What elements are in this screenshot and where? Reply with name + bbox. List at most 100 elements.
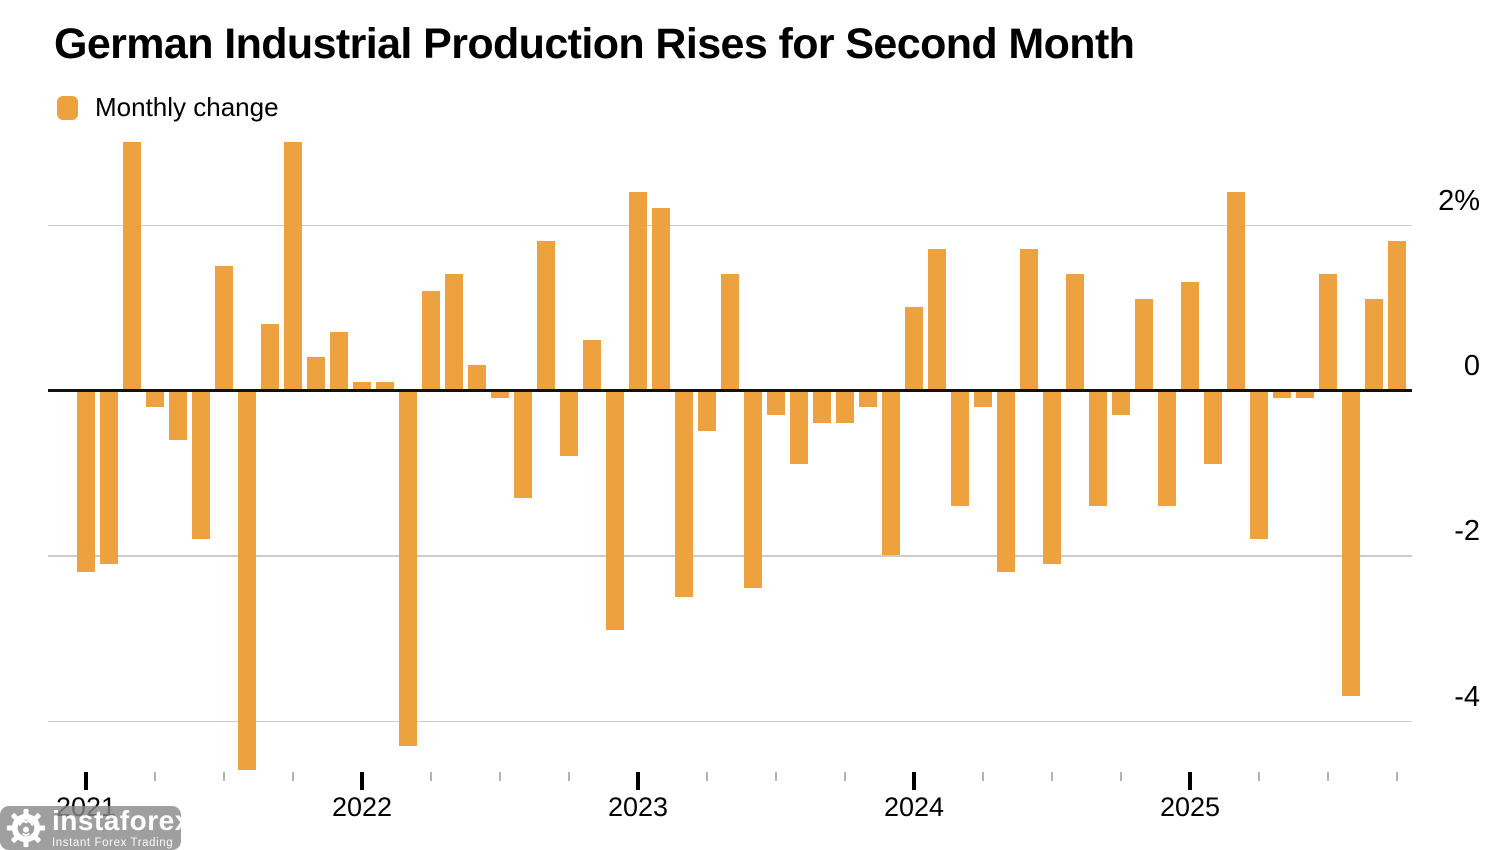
bar-2021-6: [192, 390, 210, 539]
x-tick-quarter: [844, 772, 846, 781]
gear-bull-icon: [6, 808, 46, 848]
bar-2021-7: [215, 265, 233, 390]
gridline-2: [48, 224, 1412, 227]
bar-2024-5: [997, 390, 1015, 572]
x-tick-quarter: [982, 772, 984, 781]
y-axis-label: 2%: [1438, 184, 1480, 217]
x-tick-quarter: [1258, 772, 1260, 781]
bar-2025-3: [1227, 191, 1245, 390]
bar-2021-10: [284, 141, 302, 390]
bar-2022-9: [537, 241, 555, 390]
x-axis-year-label: 2023: [607, 792, 669, 822]
bar-2022-3: [399, 390, 417, 746]
bar-2021-4: [146, 390, 164, 407]
x-tick-quarter: [706, 772, 708, 781]
y-axis-label: 0: [1463, 350, 1480, 382]
bar-2024-2: [928, 249, 946, 390]
bar-2024-8: [1066, 274, 1084, 390]
legend-label: Monthly change: [95, 92, 279, 122]
bar-2025-5: [1273, 390, 1291, 399]
bar-2021-3: [123, 141, 141, 390]
x-tick-year-2021: [84, 772, 88, 790]
bar-2025-8: [1342, 390, 1360, 696]
bar-2025-7: [1319, 274, 1337, 390]
bar-2022-11: [583, 340, 601, 390]
bar-2022-7: [491, 390, 509, 399]
bar-2024-9: [1089, 390, 1107, 506]
bar-2023-3: [675, 390, 693, 597]
y-axis-label: -4: [1454, 680, 1480, 713]
bar-2024-4: [974, 390, 992, 407]
bar-2023-7: [767, 390, 785, 415]
bar-2024-3: [951, 390, 969, 506]
x-tick-year-2024: [912, 772, 916, 790]
bar-2024-1: [905, 307, 923, 390]
bar-2021-11: [307, 356, 325, 390]
bar-2021-9: [261, 323, 279, 390]
bar-2022-5: [445, 274, 463, 390]
x-tick-quarter: [223, 772, 225, 781]
x-tick-quarter: [775, 772, 777, 781]
x-tick-year-2025: [1188, 772, 1192, 790]
x-tick-quarter: [430, 772, 432, 781]
bar-2022-6: [468, 365, 486, 390]
x-tick-quarter: [1051, 772, 1053, 781]
x-tick-quarter: [1327, 772, 1329, 781]
bar-2024-7: [1043, 390, 1061, 564]
bar-2025-9: [1365, 299, 1383, 390]
x-axis-year-label: 2022: [331, 792, 393, 822]
bar-2022-1: [353, 381, 371, 390]
bar-2022-12: [606, 390, 624, 630]
x-tick-year-2023: [636, 772, 640, 790]
bar-2021-1: [77, 390, 95, 572]
bar-2021-2: [100, 390, 118, 564]
x-axis-year-label: 2025: [1159, 792, 1221, 822]
bar-2023-1: [629, 191, 647, 390]
x-tick-quarter: [568, 772, 570, 781]
bar-2022-10: [560, 390, 578, 457]
bar-2025-4: [1250, 390, 1268, 539]
bar-2022-8: [514, 390, 532, 498]
bar-2023-8: [790, 390, 808, 465]
x-tick-quarter: [1396, 772, 1398, 781]
gridline--2: [48, 555, 1412, 557]
bar-2023-5: [721, 274, 739, 390]
bar-2024-11: [1135, 299, 1153, 390]
bar-2024-6: [1020, 249, 1038, 390]
bar-2023-11: [859, 390, 877, 407]
legend: Monthly change: [57, 92, 279, 123]
bar-2023-9: [813, 390, 831, 424]
x-tick-quarter: [1120, 772, 1122, 781]
bar-2023-4: [698, 390, 716, 432]
watermark: instaforex Instant Forex Trading: [0, 806, 190, 850]
bar-2021-8: [238, 390, 256, 771]
bar-2024-12: [1158, 390, 1176, 506]
x-tick-quarter: [154, 772, 156, 781]
x-axis-year-label: 2024: [883, 792, 945, 822]
bar-2024-10: [1112, 390, 1130, 415]
bar-2023-6: [744, 390, 762, 589]
bar-2022-4: [422, 290, 440, 390]
x-tick-quarter: [499, 772, 501, 781]
bar-2025-6: [1296, 390, 1314, 399]
bar-2023-2: [652, 208, 670, 390]
bar-2025-10: [1388, 241, 1406, 390]
watermark-text: instaforex Instant Forex Trading: [52, 804, 191, 850]
gridline--4: [48, 720, 1412, 723]
x-tick-quarter: [292, 772, 294, 781]
zero-baseline: [48, 389, 1412, 392]
bar-2022-2: [376, 381, 394, 390]
watermark-tagline: Instant Forex Trading: [52, 836, 174, 849]
bar-2025-2: [1204, 390, 1222, 465]
bar-2021-12: [330, 332, 348, 390]
y-axis-label: -2: [1454, 515, 1480, 548]
legend-swatch-icon: [57, 95, 78, 120]
bar-2023-10: [836, 390, 854, 424]
x-tick-year-2022: [360, 772, 364, 790]
bar-2023-12: [882, 390, 900, 556]
bar-2025-1: [1181, 282, 1199, 390]
bar-2021-5: [169, 390, 187, 440]
chart-title: German Industrial Production Rises for S…: [54, 20, 1135, 68]
watermark-brand: instaforex: [52, 804, 191, 836]
